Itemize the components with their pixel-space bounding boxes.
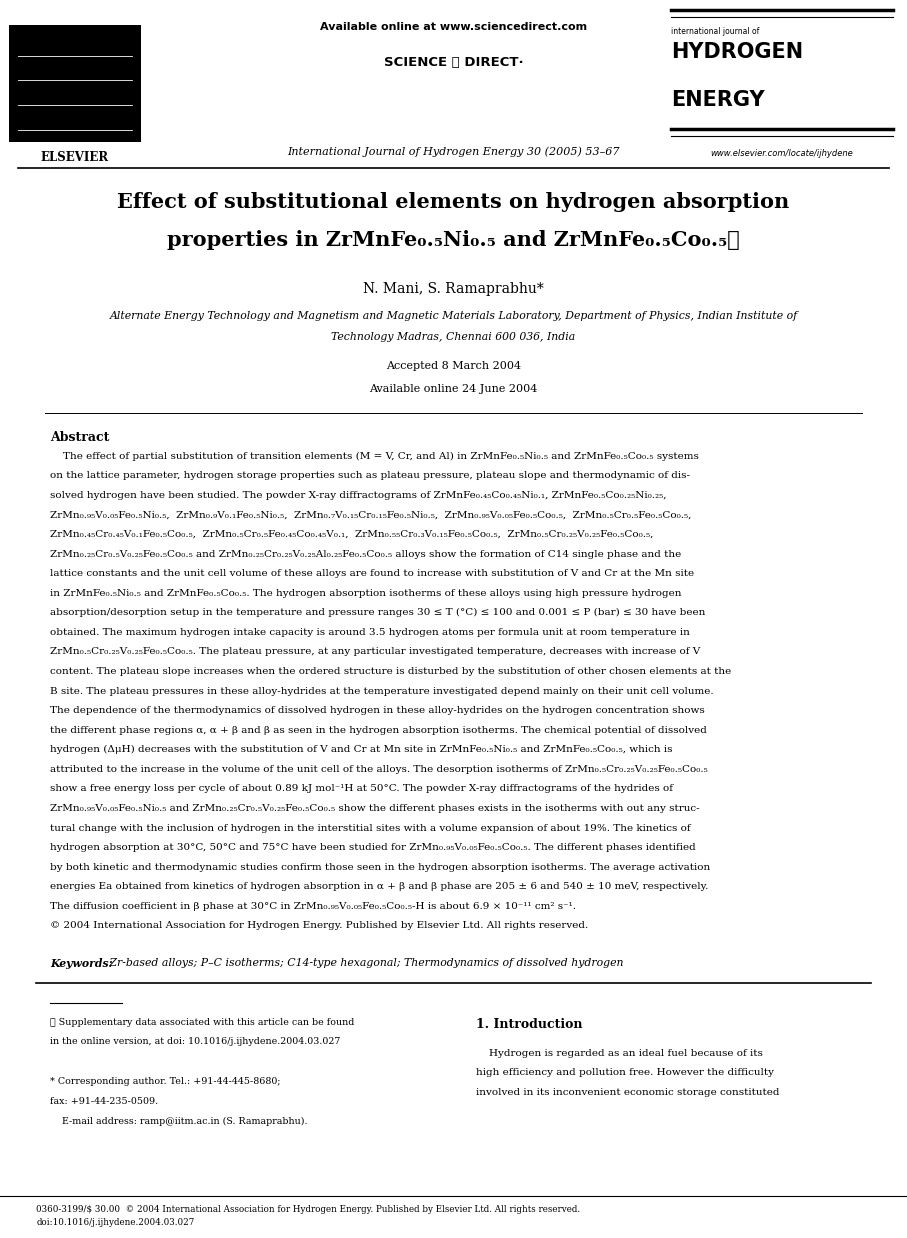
Text: E-mail address: ramp@iitm.ac.in (S. Ramaprabhu).: E-mail address: ramp@iitm.ac.in (S. Rama… [50,1117,307,1125]
Text: ZrMn₀.₉₅V₀.₀₅Fe₀.₅Ni₀.₅,  ZrMn₀.₉V₀.₁Fe₀.₅Ni₀.₅,  ZrMn₀.₇V₀.₁₅Cr₀.₁₅Fe₀.₅Ni₀.₅, : ZrMn₀.₉₅V₀.₀₅Fe₀.₅Ni₀.₅, ZrMn₀.₉V₀.₁Fe₀.… [50,510,691,520]
Text: doi:10.1016/j.ijhydene.2004.03.027: doi:10.1016/j.ijhydene.2004.03.027 [36,1218,195,1227]
Text: www.elsevier.com/locate/ijhydene: www.elsevier.com/locate/ijhydene [710,149,853,157]
Text: Zr-based alloys; P–C isotherms; C14-type hexagonal; Thermodynamics of dissolved : Zr-based alloys; P–C isotherms; C14-type… [106,958,624,968]
Text: obtained. The maximum hydrogen intake capacity is around 3.5 hydrogen atoms per : obtained. The maximum hydrogen intake ca… [50,628,689,636]
Text: Available online at www.sciencedirect.com: Available online at www.sciencedirect.co… [320,22,587,32]
Text: B site. The plateau pressures in these alloy-hydrides at the temperature investi: B site. The plateau pressures in these a… [50,687,714,696]
Text: Hydrogen is regarded as an ideal fuel because of its: Hydrogen is regarded as an ideal fuel be… [476,1049,763,1057]
Text: tural change with the inclusion of hydrogen in the interstitial sites with a vol: tural change with the inclusion of hydro… [50,823,690,832]
Text: Available online 24 June 2004: Available online 24 June 2004 [369,384,538,394]
Text: properties in ZrMnFe₀.₅Ni₀.₅ and ZrMnFe₀.₅Co₀.₅☆: properties in ZrMnFe₀.₅Ni₀.₅ and ZrMnFe₀… [167,230,740,250]
Text: lattice constants and the unit cell volume of these alloys are found to increase: lattice constants and the unit cell volu… [50,569,694,578]
Text: absorption/desorption setup in the temperature and pressure ranges 30 ≤ T (°C) ≤: absorption/desorption setup in the tempe… [50,608,706,618]
Text: ZrMn₀.₄₅Cr₀.₄₅V₀.₁Fe₀.₅Co₀.₅,  ZrMn₀.₅Cr₀.₅Fe₀.₄₅Co₀.₄₅V₀.₁,  ZrMn₀.₅₅Cr₀.₃V₀.₁₅: ZrMn₀.₄₅Cr₀.₄₅V₀.₁Fe₀.₅Co₀.₅, ZrMn₀.₅Cr₀… [50,530,653,539]
Text: Accepted 8 March 2004: Accepted 8 March 2004 [386,361,521,371]
Text: fax: +91-44-235-0509.: fax: +91-44-235-0509. [50,1097,158,1106]
Text: content. The plateau slope increases when the ordered structure is disturbed by : content. The plateau slope increases whe… [50,667,731,676]
Text: Keywords:: Keywords: [50,958,112,969]
Text: Abstract: Abstract [50,431,109,444]
Text: international journal of: international journal of [671,27,759,36]
Text: solved hydrogen have been studied. The powder X-ray diffractograms of ZrMnFe₀.₄₅: solved hydrogen have been studied. The p… [50,491,667,500]
Text: hydrogen absorption at 30°C, 50°C and 75°C have been studied for ZrMn₀.₉₅V₀.₀₅Fe: hydrogen absorption at 30°C, 50°C and 75… [50,843,696,852]
Text: HYDROGEN: HYDROGEN [671,42,804,62]
Text: in ZrMnFe₀.₅Ni₀.₅ and ZrMnFe₀.₅Co₀.₅. The hydrogen absorption isotherms of these: in ZrMnFe₀.₅Ni₀.₅ and ZrMnFe₀.₅Co₀.₅. Th… [50,589,681,598]
Text: N. Mani, S. Ramaprabhu*: N. Mani, S. Ramaprabhu* [363,282,544,296]
Bar [9,25,141,142]
Text: ☆ Supplementary data associated with this article can be found: ☆ Supplementary data associated with thi… [50,1018,355,1026]
Text: show a free energy loss per cycle of about 0.89 kJ mol⁻¹H at 50°C. The powder X-: show a free energy loss per cycle of abo… [50,785,673,794]
Text: International Journal of Hydrogen Energy 30 (2005) 53–67: International Journal of Hydrogen Energy… [288,146,619,157]
Text: Effect of substitutional elements on hydrogen absorption: Effect of substitutional elements on hyd… [117,192,790,212]
Text: high efficiency and pollution free. However the difficulty: high efficiency and pollution free. Howe… [476,1068,775,1077]
Text: attributed to the increase in the volume of the unit cell of the alloys. The des: attributed to the increase in the volume… [50,765,707,774]
Text: SCIENCE ⓐ DIRECT·: SCIENCE ⓐ DIRECT· [384,56,523,69]
Text: Alternate Energy Technology and Magnetism and Magnetic Materials Laboratory, Dep: Alternate Energy Technology and Magnetis… [110,311,797,321]
Text: ZrMn₀.₉₅V₀.₀₅Fe₀.₅Ni₀.₅ and ZrMn₀.₂₅Cr₀.₅V₀.₂₅Fe₀.₅Co₀.₅ show the different phas: ZrMn₀.₉₅V₀.₀₅Fe₀.₅Ni₀.₅ and ZrMn₀.₂₅Cr₀.… [50,803,699,813]
Text: by both kinetic and thermodynamic studies confirm those seen in the hydrogen abs: by both kinetic and thermodynamic studie… [50,863,710,872]
Text: The effect of partial substitution of transition elements (M = V, Cr, and Al) in: The effect of partial substitution of tr… [50,452,698,461]
Text: energies Ea obtained from kinetics of hydrogen absorption in α + β and β phase a: energies Ea obtained from kinetics of hy… [50,883,708,891]
Text: involved in its inconvenient economic storage constituted: involved in its inconvenient economic st… [476,1088,780,1097]
Text: the different phase regions α, α + β and β as seen in the hydrogen absorption is: the different phase regions α, α + β and… [50,725,707,734]
Text: ZrMn₀.₂₅Cr₀.₅V₀.₂₅Fe₀.₅Co₀.₅ and ZrMn₀.₂₅Cr₀.₂₅V₀.₂₅Al₀.₂₅Fe₀.₅Co₀.₅ alloys show: ZrMn₀.₂₅Cr₀.₅V₀.₂₅Fe₀.₅Co₀.₅ and ZrMn₀.₂… [50,550,681,558]
Text: ENERGY: ENERGY [671,90,765,110]
Text: on the lattice parameter, hydrogen storage properties such as plateau pressure, : on the lattice parameter, hydrogen stora… [50,472,690,480]
Text: The diffusion coefficient in β phase at 30°C in ZrMn₀.₉₅V₀.₀₅Fe₀.₅Co₀.₅-H is abo: The diffusion coefficient in β phase at … [50,901,576,911]
Text: in the online version, at doi: 10.1016/j.ijhydene.2004.03.027: in the online version, at doi: 10.1016/j… [50,1037,340,1046]
Text: 0360-3199/$ 30.00  © 2004 International Association for Hydrogen Energy. Publish: 0360-3199/$ 30.00 © 2004 International A… [36,1205,580,1213]
Text: * Corresponding author. Tel.: +91-44-445-8680;: * Corresponding author. Tel.: +91-44-445… [50,1077,280,1086]
Text: 1. Introduction: 1. Introduction [476,1018,582,1031]
Text: hydrogen (ΔμH) decreases with the substitution of V and Cr at Mn site in ZrMnFe₀: hydrogen (ΔμH) decreases with the substi… [50,745,672,754]
Text: © 2004 International Association for Hydrogen Energy. Published by Elsevier Ltd.: © 2004 International Association for Hyd… [50,921,588,930]
Text: The dependence of the thermodynamics of dissolved hydrogen in these alloy-hydrid: The dependence of the thermodynamics of … [50,706,705,716]
Text: ZrMn₀.₅Cr₀.₂₅V₀.₂₅Fe₀.₅Co₀.₅. The plateau pressure, at any particular investigat: ZrMn₀.₅Cr₀.₂₅V₀.₂₅Fe₀.₅Co₀.₅. The platea… [50,647,700,656]
Text: Technology Madras, Chennai 600 036, India: Technology Madras, Chennai 600 036, Indi… [331,332,576,342]
Text: ELSEVIER: ELSEVIER [40,151,109,165]
